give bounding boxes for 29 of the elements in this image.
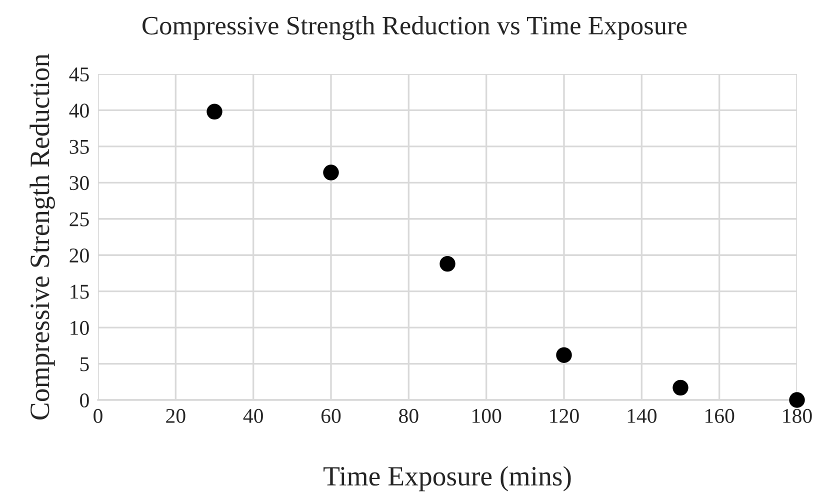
y-tick-label: 35 (70, 140, 89, 154)
y-tick-label: 40 (69, 104, 89, 118)
point (323, 164, 339, 180)
y-tick-label: 0 (80, 393, 89, 408)
y-tick-label: 10 (70, 320, 89, 335)
point (672, 380, 688, 396)
x-tick-label: 40 (243, 408, 263, 423)
y-tick-label: 15 (70, 284, 89, 299)
point (440, 256, 456, 272)
point (556, 347, 572, 363)
x-tick-label: 120 (550, 408, 579, 423)
x-axis-title: Time Exposure (mins) (324, 466, 571, 492)
point (206, 104, 222, 120)
x-tick-label: 80 (399, 408, 418, 423)
x-tick-label: 0 (94, 408, 102, 423)
y-tick-label: 25 (70, 212, 89, 226)
x-tick-label: 20 (166, 408, 186, 423)
x-tick-label: 160 (706, 408, 734, 423)
x-tick-label: 180 (783, 408, 812, 423)
chart-title: Compressive Strength Reduction vs Time Exposure (142, 16, 687, 40)
point (789, 392, 805, 408)
y-tick-label: 30 (70, 176, 89, 190)
y-tick-label: 5 (80, 357, 89, 372)
x-tick-label: 100 (472, 408, 502, 423)
x-tick-label: 60 (321, 408, 341, 423)
y-axis-title: Compressive Strength Reduction (30, 54, 55, 420)
x-tick-label: 140 (628, 408, 656, 423)
y-tick-label: 45 (69, 68, 89, 82)
y-tick-label: 20 (70, 248, 89, 263)
